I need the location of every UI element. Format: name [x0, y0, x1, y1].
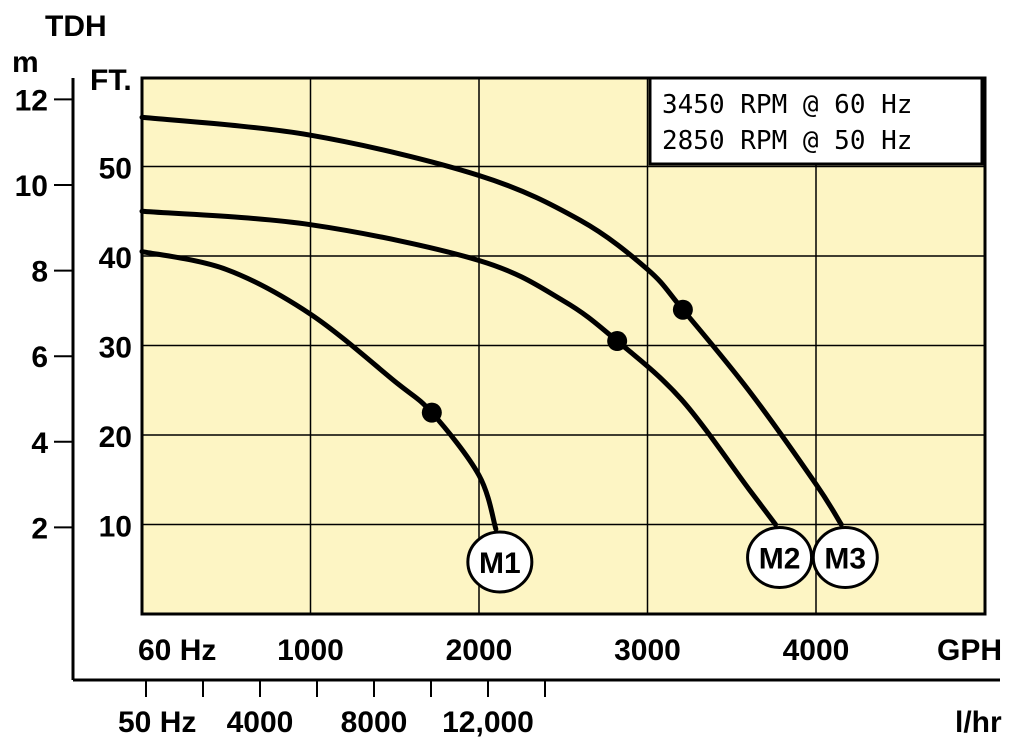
x-lhr-tick-label: 8000 [341, 706, 408, 739]
y-m-tick-label: 6 [31, 341, 48, 374]
y-right-unit: FT. [90, 64, 132, 97]
y-m-tick-label: 4 [31, 427, 48, 460]
rpm-line-60hz: 3450 RPM @ 60 Hz [662, 90, 912, 120]
x-bottom-label: 50 Hz [118, 706, 196, 739]
curve-m3-label: M3 [824, 543, 866, 576]
x-gph-tick-label: 2000 [446, 634, 513, 667]
curve-m1-label: M1 [479, 547, 521, 580]
curve-m2-label-bubble [746, 526, 814, 589]
curve-m3-marker [672, 299, 693, 320]
grid-lines [142, 78, 985, 614]
x-gph-tick-label: 3000 [614, 634, 681, 667]
plot-frame [140, 76, 987, 616]
y-left-unit: m [12, 46, 39, 79]
x-gph-tick-label: 1000 [277, 634, 344, 667]
x-lhr-tick-label: 4000 [227, 706, 294, 739]
x-lhr-tick-label: 12,000 [442, 706, 534, 739]
x-gph-tick-label: 4000 [783, 634, 850, 667]
curve-m1-marker [421, 402, 442, 423]
y-ft-tick-label: 40 [99, 242, 132, 275]
curve-m1-label-bubble [466, 530, 534, 594]
y-ft-tick-label: 30 [99, 332, 132, 365]
x-top-unit: GPH [937, 634, 1002, 667]
curve-m2-marker [607, 331, 628, 352]
y-ft-tick-label: 20 [99, 421, 132, 454]
y-m-tick-label: 2 [31, 512, 48, 545]
curve-m3-label-bubble [811, 526, 879, 589]
x-top-label: 60 Hz [138, 634, 216, 667]
x-bottom-unit: l/hr [955, 706, 1002, 739]
y-m-tick-label: 12 [15, 84, 48, 117]
curve-m1 [139, 249, 499, 532]
curve-m3 [139, 114, 844, 527]
y-left-title: TDH [45, 10, 107, 43]
y-ft-tick-label: 50 [99, 153, 132, 186]
rpm-line-50hz: 2850 RPM @ 50 Hz [662, 126, 912, 156]
curve-m2 [139, 208, 779, 527]
y-ft-tick-label: 10 [99, 511, 132, 544]
y-m-tick-label: 10 [15, 170, 48, 203]
curve-m2-label: M2 [759, 543, 801, 576]
y-m-tick-label: 8 [31, 256, 48, 289]
rpm-legend-box: 3450 RPM @ 60 Hz 2850 RPM @ 50 Hz [648, 76, 984, 166]
